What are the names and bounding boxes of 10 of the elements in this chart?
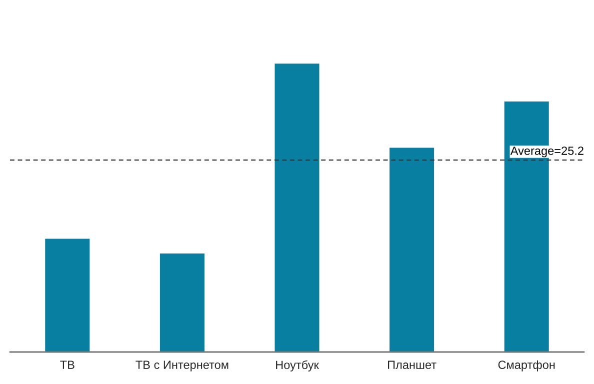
x-tick-label: Планшет [388,360,436,370]
bar [44,237,92,352]
x-tick-label: ТВ [60,360,74,369]
x-tick-label: Смартфон [498,360,555,372]
bar [388,146,436,352]
bar [158,252,206,352]
bar [273,62,321,352]
x-tick-label: ТВ с Интернетом [136,360,228,372]
annotation: Average=25.2 [510,146,584,158]
x-tick-label: Ноутбук [276,360,319,372]
